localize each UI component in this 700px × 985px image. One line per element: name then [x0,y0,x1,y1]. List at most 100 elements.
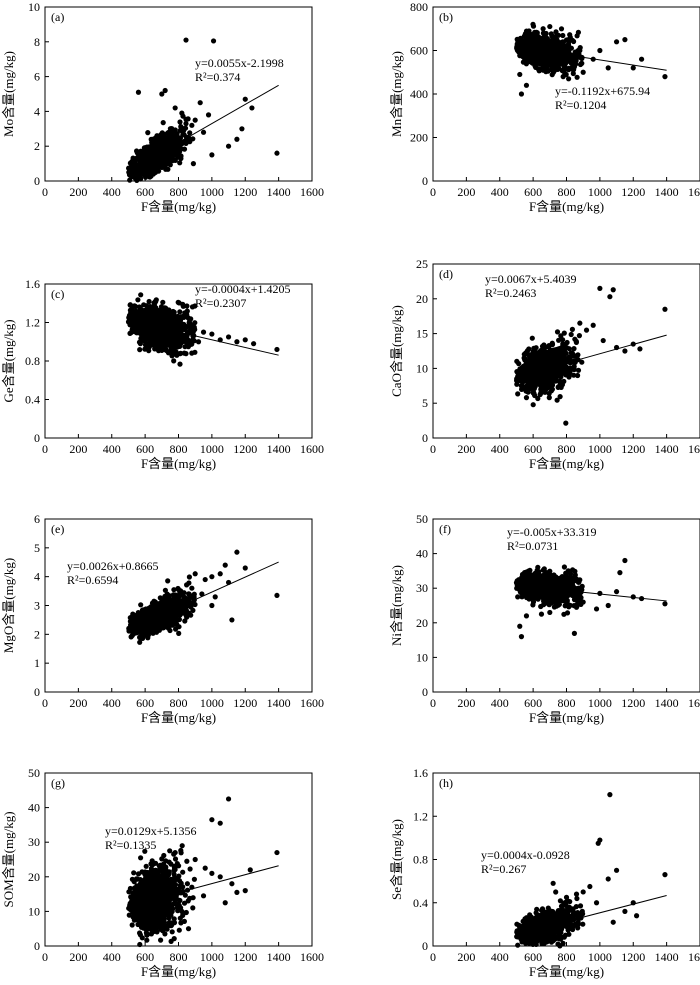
data-point [565,368,571,374]
data-point [181,338,187,344]
data-point [180,301,186,307]
data-point [569,350,576,356]
data-point [184,335,190,341]
x-tick-label: 1200 [233,696,257,710]
x-tick-label: 1200 [621,442,645,456]
data-point [554,354,560,360]
x-tick-label: 0 [430,696,436,710]
regression-equation: y=-0.0004x+1.4205 [195,282,291,296]
data-point [532,49,538,55]
data-point [209,152,215,158]
y-tick-label: 2 [34,627,40,641]
data-point [557,394,563,400]
data-point [142,145,148,151]
panel-c: 0 200 400 600 800 1000 1200 1400 160000.40.81.21… [1,277,324,471]
data-point [548,388,555,394]
y-tick-label: 600 [410,44,428,58]
x-tick-label: 200 [457,185,475,199]
data-point [540,30,547,36]
data-point [177,148,183,154]
regression-line [128,84,279,172]
data-point [540,26,546,32]
y-tick-label: 10 [416,361,428,375]
data-point [161,334,167,340]
data-point [177,127,183,133]
data-point [547,23,553,30]
r-squared: R²=0.1204 [555,98,606,112]
data-point [177,119,183,125]
x-tick-label: 400 [491,442,509,456]
x-tick-label: 1400 [267,185,291,199]
data-point [560,354,566,360]
panel-letter: (e) [51,522,64,536]
data-point [563,344,570,351]
data-point [530,357,536,363]
data-point [138,602,144,608]
data-point [167,314,173,320]
data-point [577,47,583,54]
data-point [571,366,577,373]
data-point [139,309,145,315]
x-tick-label: 1600 [688,442,700,456]
data-point [152,163,158,169]
data-point [166,621,172,627]
data-point [549,341,556,348]
data-point [173,320,179,326]
x-tick-label: 200 [69,185,87,199]
data-point [535,55,542,61]
x-tick-label: 1400 [655,442,679,456]
y-axis-label: Ge含量(mg/kg) [1,319,16,402]
data-point [168,321,174,327]
data-point [170,337,176,343]
data-point [538,358,544,364]
panel-letter: (d) [439,267,453,281]
data-point [155,168,161,174]
data-point [234,339,240,345]
data-point [546,395,552,401]
panel-letter: (f) [439,522,451,536]
panel-f: 0200400600800100012001400160001020304050… [389,512,700,725]
data-point [527,31,533,37]
data-point [515,391,521,397]
data-point [184,308,190,314]
y-tick-label: 400 [410,87,428,101]
data-point [622,37,628,43]
data-point [192,303,198,309]
data-point [552,61,558,67]
x-tick-label: 1200 [233,442,257,456]
data-point [138,292,144,298]
r-squared: R²=0.6594 [67,573,118,587]
x-tick-label: 1200 [621,185,645,199]
x-tick-label: 1000 [200,185,224,199]
data-point [532,376,538,382]
x-tick-label: 400 [491,696,509,710]
data-point [126,315,132,321]
data-point [552,378,558,384]
y-tick-label: 8 [34,35,40,49]
data-point [170,616,176,622]
data-point [160,142,166,149]
data-point [533,61,539,67]
data-point [139,157,145,163]
x-tick-label: 0 [42,442,48,456]
y-tick-label: 800 [410,0,428,14]
data-point [572,336,578,342]
data-point [146,329,152,335]
data-point [567,34,573,41]
data-point [154,344,160,350]
data-point [153,629,160,635]
data-point [522,355,528,361]
y-axis-label: Ni含量(mg/kg) [389,565,404,646]
x-tick-label: 800 [558,442,576,456]
data-point [561,378,567,384]
data-point [134,148,140,154]
x-tick-label: 0 [430,185,436,199]
data-point [274,346,280,353]
data-point [189,585,195,591]
data-point [152,138,158,144]
data-point [605,65,611,71]
data-point [524,348,531,354]
regression-equation: y=0.0026x+0.8665 [67,559,159,573]
data-point [140,152,146,158]
